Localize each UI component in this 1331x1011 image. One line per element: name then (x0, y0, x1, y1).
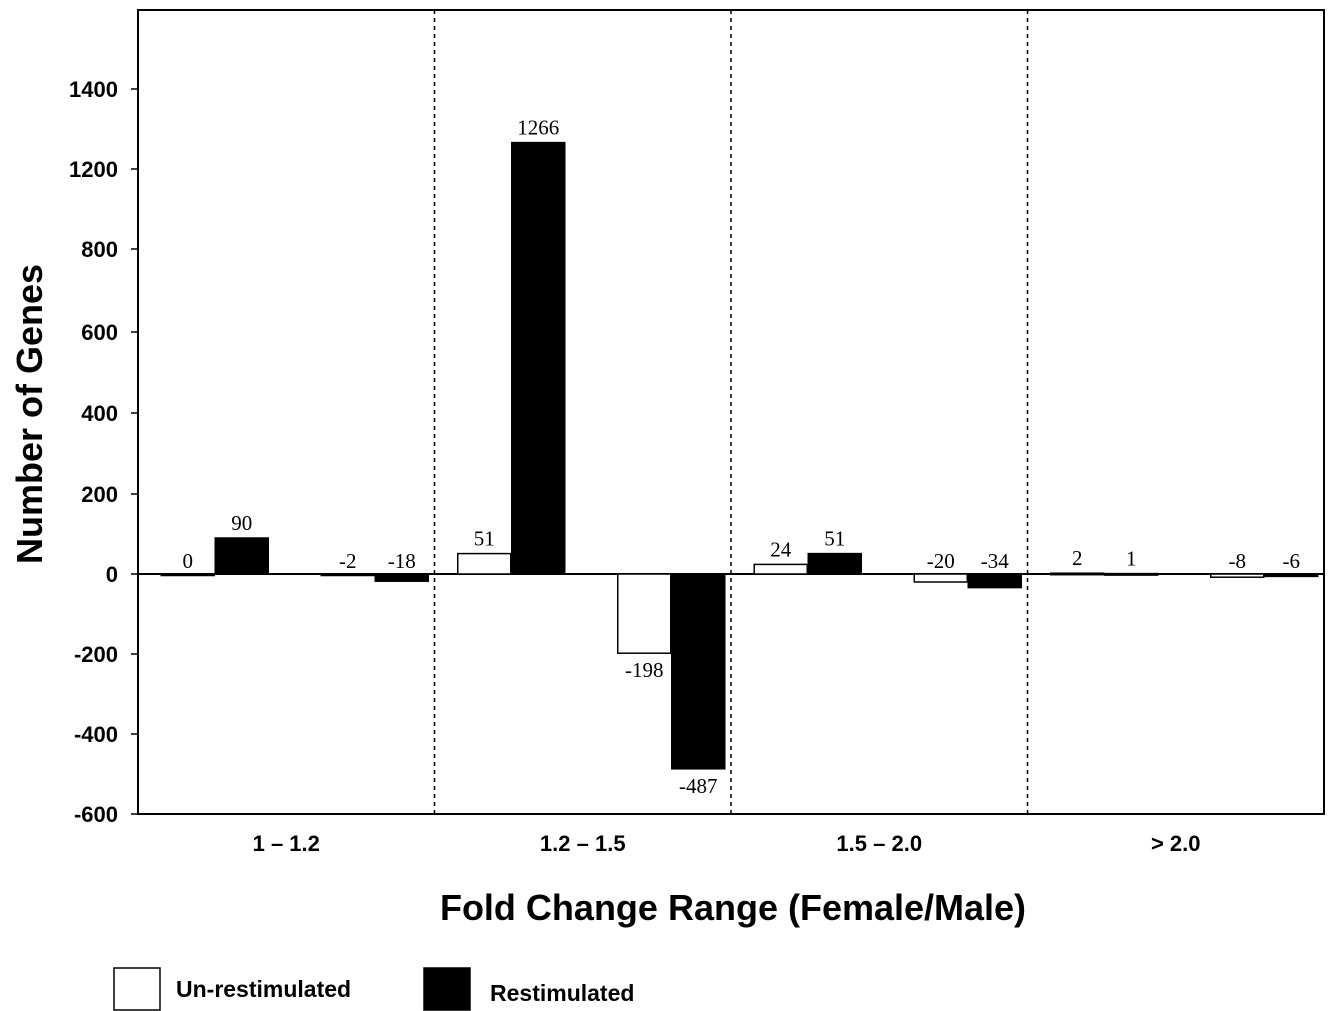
legend-label-unrestimulated: Un-restimulated (176, 976, 351, 1002)
bar-value-label: -8 (1229, 549, 1247, 573)
bar-unrestimulated (617, 573, 672, 654)
bar-restimulated (807, 552, 862, 575)
y-tick-label: -400 (74, 722, 118, 747)
bar-unrestimulated (1210, 573, 1265, 578)
bar-value-label: -20 (927, 549, 955, 573)
x-category-label: > 2.0 (1151, 831, 1201, 856)
bar-restimulated (214, 537, 269, 575)
x-category-label: 1 – 1.2 (253, 831, 320, 856)
y-tick-label: 600 (81, 320, 118, 345)
bar-value-label: -487 (679, 774, 718, 798)
bar-restimulated (671, 573, 726, 770)
bar-unrestimulated (753, 563, 808, 575)
bar-value-label: -18 (388, 549, 416, 573)
bar-value-label: 24 (770, 537, 792, 561)
legend-swatch-unrestimulated (113, 967, 161, 1011)
bar-unrestimulated (160, 573, 215, 577)
bar-unrestimulated (1050, 572, 1105, 576)
y-tick-label: 400 (81, 401, 118, 426)
y-tick-label: 1400 (69, 77, 118, 102)
bar-unrestimulated (320, 573, 375, 577)
bar-unrestimulated (913, 573, 968, 583)
bar-restimulated (1104, 572, 1159, 576)
x-axis-title: Fold Change Range (Female/Male) (440, 887, 1026, 928)
y-tick-label: 800 (81, 237, 118, 262)
bar-value-label: 0 (183, 549, 194, 573)
bar-value-label: -34 (981, 549, 1009, 573)
legend: Un-restimulated Restimulated (113, 967, 634, 1011)
bar-value-label: -2 (339, 549, 357, 573)
y-tick-label: -600 (74, 802, 118, 827)
x-category-label: 1.2 – 1.5 (540, 831, 626, 856)
bar-value-label: 1 (1126, 547, 1137, 571)
y-tick-label: 1200 (69, 157, 118, 182)
y-tick-label: -200 (74, 642, 118, 667)
bar-value-label: 51 (474, 527, 495, 551)
bar-restimulated (511, 141, 566, 575)
y-tick-label: 200 (81, 482, 118, 507)
bar-value-label: 1266 (517, 116, 559, 140)
legend-swatch-restimulated (423, 967, 471, 1011)
bar-value-label: 51 (824, 527, 845, 551)
bar-unrestimulated (457, 552, 512, 575)
y-axis-title: Number of Genes (9, 264, 50, 564)
bar-value-label: 2 (1072, 546, 1083, 570)
bar-value-label: -6 (1283, 549, 1301, 573)
bar-value-label: -198 (625, 658, 664, 682)
x-category-label: 1.5 – 2.0 (836, 831, 922, 856)
bar-restimulated (374, 573, 429, 582)
bar-value-label: 90 (231, 511, 252, 535)
bar-restimulated (1264, 573, 1319, 578)
bar-restimulated (967, 573, 1022, 589)
y-tick-label: 0 (106, 562, 118, 587)
legend-label-restimulated: Restimulated (490, 980, 634, 1006)
